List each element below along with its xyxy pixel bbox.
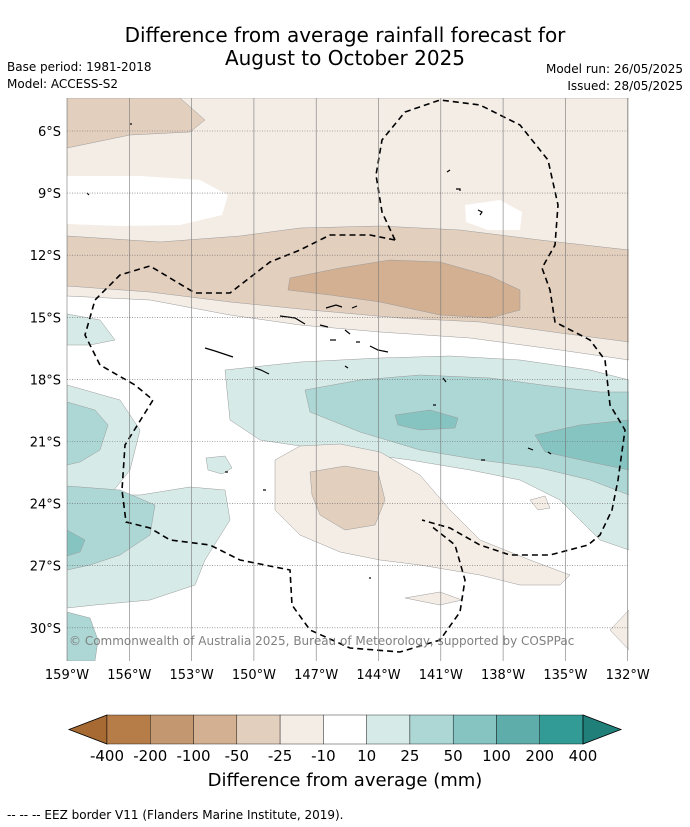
longitude-label: 156°W [107, 668, 151, 683]
wet-patch-small [205, 455, 233, 475]
latitude-label: 9°S [38, 187, 61, 202]
near-normal-region-9s [67, 176, 228, 226]
island-mark [477, 209, 483, 216]
colorbar-tick-label: 100 [482, 747, 511, 765]
colorbar-segment [150, 714, 194, 745]
colorbar-tick-label: -25 [268, 747, 293, 765]
near-normal-region-9s-east [465, 200, 522, 230]
title-line-2: August to October 2025 [224, 46, 466, 70]
longitude-label: 159°W [45, 668, 89, 683]
coastlines [86, 123, 552, 579]
dry-core-south [309, 465, 386, 531]
colorbar-segment [409, 714, 454, 745]
colorbar-tick-label: 50 [444, 747, 463, 765]
graticule [66, 98, 629, 661]
island-mark [369, 345, 389, 353]
colorbar-extend-high [582, 714, 623, 745]
latitude-label: 15°S [30, 311, 61, 326]
latitude-label: 21°S [30, 436, 61, 451]
longitude-label: 135°W [543, 668, 587, 683]
longitude-label: 153°W [170, 668, 214, 683]
colorbar-segment [539, 714, 584, 745]
island-mark [442, 377, 447, 383]
longitude-label: 141°W [419, 668, 463, 683]
eez-footnote: -- -- -- EEZ border V11 (Flanders Marine… [7, 808, 344, 822]
longitude-label: 132°W [606, 668, 650, 683]
colorbar: -400 -200 -100 -50 -25 -10 10 25 50 100 200 400 [67, 714, 623, 765]
colorbar-tick-label: -50 [225, 747, 250, 765]
wet-max-21s-west [394, 409, 459, 431]
dry-patch-east-small [529, 495, 551, 511]
issued-date: Issued: 28/05/2025 [567, 79, 683, 93]
island-mark [446, 169, 451, 173]
island-mark [204, 347, 234, 358]
island-mark [547, 451, 552, 455]
colorbar-tick-label: -400 [90, 747, 124, 765]
island-mark [344, 365, 349, 369]
longitude-label: 150°W [232, 668, 276, 683]
colorbar-segment [323, 714, 367, 745]
colorbar-segment [366, 714, 411, 745]
copyright-notice: © Commonwealth of Australia 2025, Bureau… [69, 634, 575, 648]
colorbar-extend-low [67, 714, 108, 745]
meta-left: Base period: 1981-2018 Model: ACCESS-S2 [7, 59, 152, 93]
eez-border-north [375, 99, 626, 556]
wet-core-20s [304, 374, 629, 496]
colorbar-tick-label: -200 [133, 747, 167, 765]
longitude-label: 138°W [481, 668, 525, 683]
colorbar-tick-label: 25 [400, 747, 419, 765]
colorbar-segment [193, 714, 238, 745]
colorbar-segment [496, 714, 540, 745]
island-mark [254, 367, 270, 375]
wet-max-west-26s [67, 529, 86, 557]
colorbar-tick-label: -10 [311, 747, 336, 765]
colorbar-tick-label: 200 [525, 747, 554, 765]
dry-patch-southeast [609, 609, 629, 651]
dry-patch-northwest [67, 98, 206, 149]
base-period: Base period: 1981-2018 [7, 60, 152, 74]
latitude-label: 30°S [30, 622, 61, 637]
meta-right: Model run: 26/05/2025 Issued: 28/05/2025 [546, 61, 683, 95]
latitude-label: 24°S [30, 498, 61, 513]
eez-borders [84, 99, 626, 653]
colorbar-tick-label: 10 [357, 747, 376, 765]
colorbar-tick-label: 400 [569, 747, 598, 765]
latitude-label: 18°S [30, 373, 61, 388]
wet-patch-southwest [67, 611, 99, 661]
colorbar-segment [106, 714, 151, 745]
colorbar-label: Difference from average (mm) [207, 770, 483, 791]
model-run: Model run: 26/05/2025 [545, 62, 683, 76]
island-mark [279, 315, 306, 325]
dry-core-13s [287, 259, 521, 319]
island-mark [456, 188, 461, 191]
colorbar-segment [236, 714, 281, 745]
wet-core-west-21s [67, 401, 109, 466]
latitude-labels: 6°S 9°S 12°S 15°S 18°S 21°S 24°S 27°S 30°S [30, 125, 61, 637]
model-name: Model: ACCESS-S2 [7, 77, 119, 91]
wet-max-21s-east [534, 419, 629, 471]
title-line-1: Difference from average rainfall forecas… [124, 23, 566, 47]
longitude-label: 144°W [356, 668, 400, 683]
island-mark [325, 304, 343, 309]
latitude-label: 27°S [30, 560, 61, 575]
latitude-label: 12°S [30, 249, 61, 264]
colorbar-segment [279, 714, 324, 745]
wet-core-west-25s [67, 485, 156, 571]
colorbar-tick-label: -100 [177, 747, 211, 765]
wet-patch-west [67, 313, 116, 346]
island-mark [527, 447, 534, 451]
eez-border-west [84, 234, 466, 653]
colorbar-segment [452, 714, 497, 745]
longitude-label: 147°W [294, 668, 338, 683]
island-mark [319, 324, 329, 328]
island-mark [351, 305, 358, 309]
island-mark [344, 329, 351, 335]
map-title: Difference from average rainfall forecas… [0, 24, 690, 70]
latitude-label: 6°S [38, 125, 61, 140]
longitude-labels: 159°W 156°W 153°W 150°W 147°W 144°W 141°W 138°W… [45, 668, 650, 683]
